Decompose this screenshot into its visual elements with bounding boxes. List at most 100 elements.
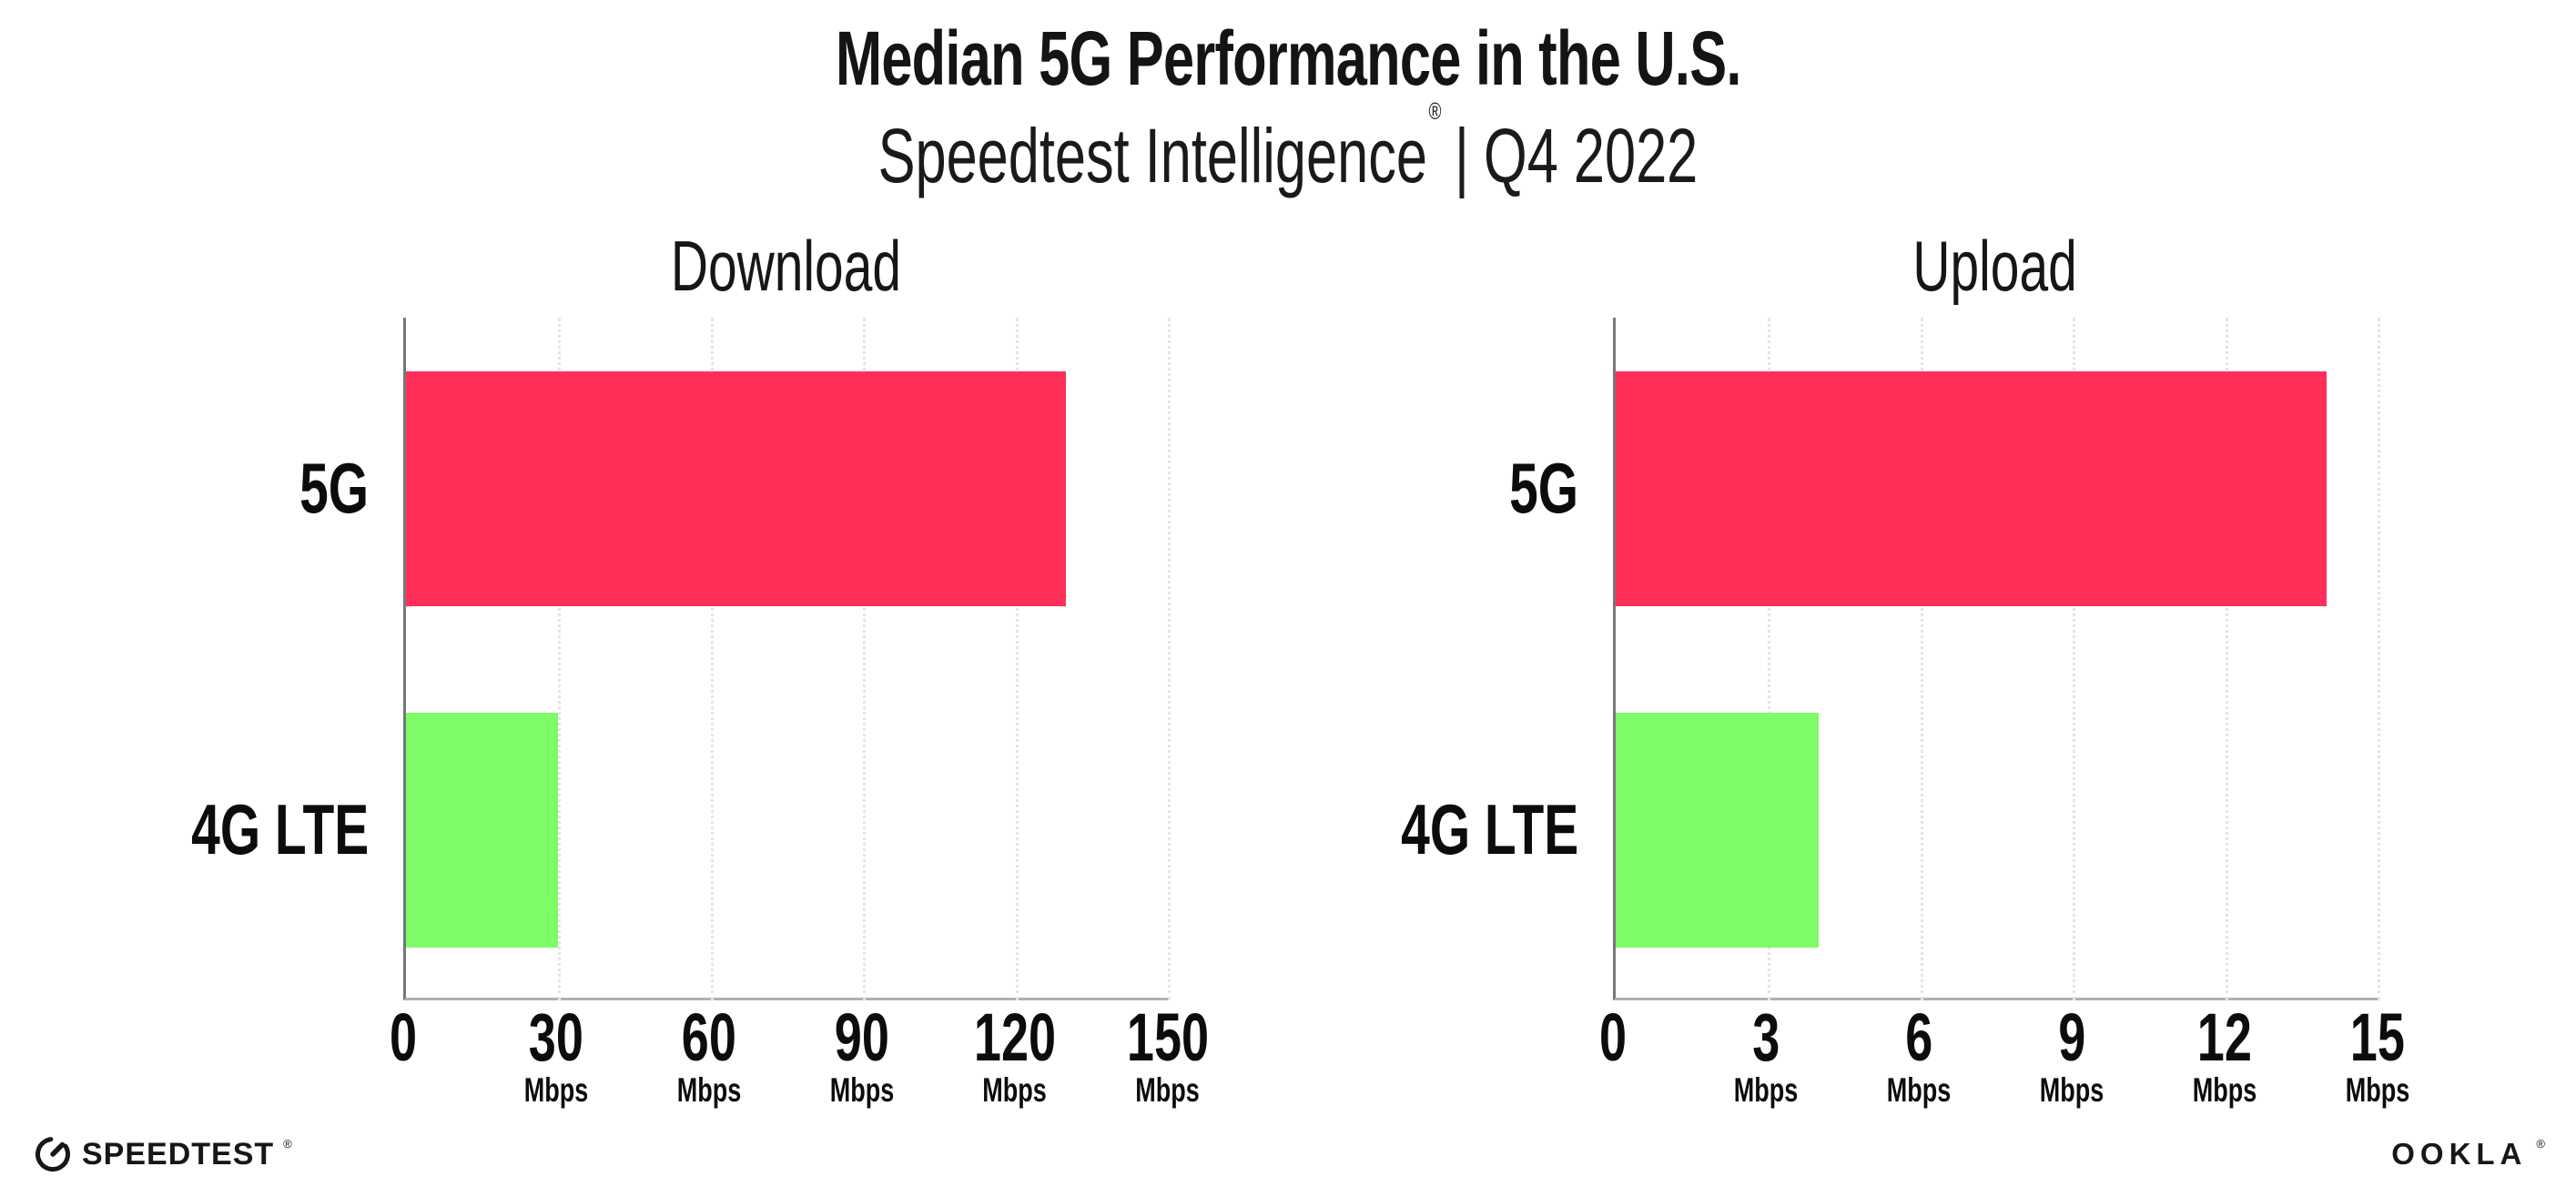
x-tick-unit-text: Mbps xyxy=(676,1071,742,1109)
x-tick-unit: Mbps xyxy=(1722,1072,1810,1109)
speedtest-registered-symbol: ® xyxy=(283,1136,292,1151)
bar-5g xyxy=(1616,370,2328,606)
chart-title-text: Download xyxy=(670,226,901,306)
category-label-5g: 5G xyxy=(130,318,403,659)
x-tick-number-text: 60 xyxy=(681,999,737,1075)
x-tick-number-text: 3 xyxy=(1751,999,1780,1075)
ookla-logo: OOKLA ® xyxy=(2391,1137,2545,1172)
x-tick-unit-text: Mbps xyxy=(1886,1071,1952,1109)
x-tick-unit-text: Mbps xyxy=(523,1071,589,1109)
x-tick-unit-text: Mbps xyxy=(982,1071,1048,1109)
gridline xyxy=(2073,318,2076,1000)
x-tick-number: 15 xyxy=(2334,999,2422,1075)
gridline xyxy=(1768,318,1771,1000)
category-label-text: 5G xyxy=(1509,448,1578,528)
ookla-registered-symbol: ® xyxy=(2536,1136,2545,1151)
x-tick-number: 60 xyxy=(665,999,754,1075)
x-tick-unit: Mbps xyxy=(2181,1072,2269,1109)
x-tick-unit-text: Mbps xyxy=(2192,1071,2257,1109)
x-tick-120: 120 Mbps xyxy=(958,999,1070,1109)
x-tick-60: 60 Mbps xyxy=(665,999,754,1109)
x-tick-number: 120 xyxy=(958,999,1070,1075)
x-tick-number: 12 xyxy=(2181,999,2269,1075)
category-labels: 5G 4G LTE xyxy=(130,318,403,1000)
x-tick-150: 150 Mbps xyxy=(1111,1004,1223,1109)
x-tick-number: 3 xyxy=(1722,999,1810,1075)
speedtest-gauge-icon xyxy=(35,1137,70,1172)
upload-chart: Upload 5G 4G LTE 0 3 Mbps 6 Mbps 9 Mbps 12 Mbps 15 Mb… xyxy=(1340,226,2409,1124)
plot-area xyxy=(403,318,1171,1000)
x-tick-number-text: 120 xyxy=(973,999,1057,1075)
chart-title: Download xyxy=(403,228,1168,303)
subtitle-brand: Speedtest Intelligence xyxy=(877,113,1428,198)
page-title: Median 5G Performance in the U.S. xyxy=(0,18,2576,98)
x-tick-number: 150 xyxy=(1111,1004,1223,1071)
category-label-4g-lte: 4G LTE xyxy=(1340,659,1613,1000)
x-tick-number-text: 0 xyxy=(1598,999,1628,1075)
subtitle-separator: | xyxy=(1455,113,1470,198)
registered-trademark-symbol: ® xyxy=(1428,97,1442,125)
gridline xyxy=(1920,318,1923,1000)
bar-4g-lte xyxy=(1616,712,1820,948)
x-tick-12: 12 Mbps xyxy=(2181,999,2269,1109)
ookla-wordmark: OOKLA xyxy=(2391,1137,2528,1171)
x-tick-number: 90 xyxy=(818,999,907,1075)
x-tick-0: 0 xyxy=(384,999,421,1075)
gridline xyxy=(1168,318,1171,1000)
x-tick-unit: Mbps xyxy=(2334,1072,2422,1109)
x-tick-number-text: 9 xyxy=(2057,999,2086,1075)
x-tick-number-text: 30 xyxy=(528,999,584,1075)
charts-row: Download 5G 4G LTE 0 30 Mbps 60 Mbps 90 Mbps 120 Mb… xyxy=(0,228,2576,1124)
bar-row-4g-lte xyxy=(406,659,1168,1000)
x-tick-90: 90 Mbps xyxy=(818,999,907,1109)
gridline xyxy=(710,318,714,1000)
bar-row-5g xyxy=(406,318,1168,659)
x-tick-number: 0 xyxy=(384,999,421,1075)
download-chart: Download 5G 4G LTE 0 30 Mbps 60 Mbps 90 Mbps 120 Mb… xyxy=(130,228,1209,1124)
x-tick-unit-text: Mbps xyxy=(2039,1071,2104,1109)
x-tick-number: 30 xyxy=(512,999,601,1075)
header: Median 5G Performance in the U.S. Speedt… xyxy=(0,0,2576,198)
x-tick-unit: Mbps xyxy=(958,1072,1070,1109)
chart-title-text: Upload xyxy=(1912,226,2078,306)
footer: SPEEDTEST ® OOKLA ® xyxy=(33,1134,2545,1174)
x-tick-unit: Mbps xyxy=(665,1072,754,1109)
x-tick-9: 9 Mbps xyxy=(2028,999,2116,1109)
category-label-4g-lte: 4G LTE xyxy=(130,659,403,1000)
speedtest-logo: SPEEDTEST ® xyxy=(33,1134,292,1174)
x-tick-number-text: 90 xyxy=(834,999,890,1075)
plot-area xyxy=(1613,318,2380,1000)
x-tick-number: 9 xyxy=(2028,999,2116,1075)
x-tick-6: 6 Mbps xyxy=(1875,1004,1963,1109)
chart-body: 5G 4G LTE xyxy=(130,318,1171,1000)
category-label-text: 4G LTE xyxy=(1400,789,1578,869)
x-tick-number-text: 15 xyxy=(2349,999,2406,1075)
bar-4g-lte xyxy=(406,712,559,948)
chart-body: 5G 4G LTE xyxy=(1340,318,2380,1000)
x-tick-unit: Mbps xyxy=(818,1072,907,1109)
x-tick-unit-text: Mbps xyxy=(2345,1071,2410,1109)
gridline xyxy=(2378,318,2380,1000)
subtitle-period: Q4 2022 xyxy=(1484,113,1699,198)
bar-5g xyxy=(406,370,1067,606)
x-tick-unit: Mbps xyxy=(2028,1072,2116,1109)
speedtest-wordmark: SPEEDTEST xyxy=(82,1136,275,1172)
gridline xyxy=(1015,318,1019,1000)
x-tick-30: 30 Mbps xyxy=(512,999,601,1109)
x-tick-15: 15 Mbps xyxy=(2334,999,2422,1109)
x-tick-unit-text: Mbps xyxy=(829,1071,895,1109)
x-tick-3: 3 Mbps xyxy=(1722,999,1810,1109)
x-tick-number: 6 xyxy=(1875,1004,1963,1071)
x-tick-number-text: 0 xyxy=(389,999,418,1075)
x-tick-0: 0 xyxy=(1594,999,1631,1075)
category-label-text: 4G LTE xyxy=(190,789,369,869)
gridline xyxy=(2225,318,2228,1000)
x-tick-unit: Mbps xyxy=(512,1072,601,1109)
x-tick-number: 0 xyxy=(1594,999,1631,1075)
page-title-text: Median 5G Performance in the U.S. xyxy=(835,15,1741,101)
x-axis-ticks: 0 30 Mbps 60 Mbps 90 Mbps 120 Mbps 150 Mbps xyxy=(390,999,1209,1124)
x-tick-number-text: 12 xyxy=(2196,999,2253,1075)
x-tick-unit-text: Mbps xyxy=(1135,1071,1201,1109)
x-axis-ticks: 0 3 Mbps 6 Mbps 9 Mbps 12 Mbps 15 Mbps xyxy=(1599,999,2409,1124)
bar-row-5g xyxy=(1616,318,2378,659)
